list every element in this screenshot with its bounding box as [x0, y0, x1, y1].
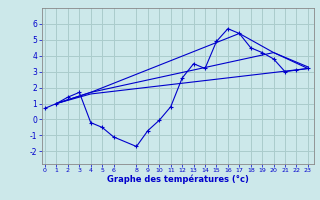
X-axis label: Graphe des températures (°c): Graphe des températures (°c) [107, 175, 249, 184]
